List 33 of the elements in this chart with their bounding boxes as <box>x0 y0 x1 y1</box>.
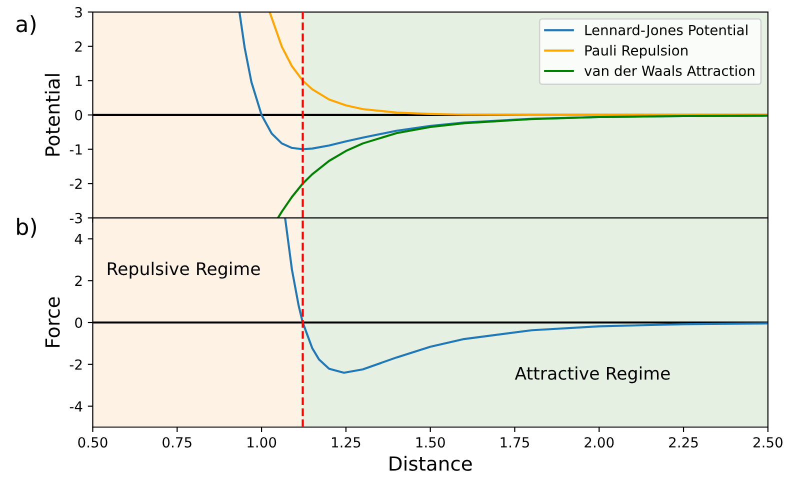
x-tick-label: 0.50 <box>78 437 108 448</box>
band-label: Attractive Regime <box>514 366 670 384</box>
y-tick-label: 2 <box>75 41 82 52</box>
y-tick-label: -4 <box>70 401 82 412</box>
legend-label: Pauli Repulsion <box>585 44 688 58</box>
x-tick-label: 1.25 <box>332 437 360 448</box>
y-tick-label: 1 <box>76 76 82 86</box>
y-tick-label: -1 <box>70 144 82 155</box>
x-tick-label: 2.50 <box>753 437 782 448</box>
x-tick-label: 1.75 <box>500 437 529 448</box>
text: a) <box>16 15 36 35</box>
x-tick-label: 2.25 <box>669 437 698 448</box>
line-series <box>277 114 768 218</box>
band-label: Repulsive Regime <box>108 262 260 279</box>
legend-label: Lennard-Jones Potential <box>585 24 748 38</box>
y-tick-label: 4 <box>74 234 82 244</box>
text: b) <box>17 218 36 238</box>
y-axis-title: Potential <box>44 74 60 156</box>
legend-label: van der Waals Attraction <box>584 65 754 76</box>
x-tick-label: 1.00 <box>248 437 276 448</box>
y-tick-label: -2 <box>70 178 82 189</box>
x-tick-label: 1.50 <box>416 437 445 448</box>
x-tick-label: 0.75 <box>162 437 192 448</box>
x-tick-label: 2.00 <box>584 437 614 448</box>
y-tick-label: 0 <box>75 110 82 120</box>
y-tick-label: 0 <box>75 317 82 328</box>
y-tick-label: 3 <box>75 6 82 18</box>
line-series <box>268 12 768 116</box>
y-tick-label: 2 <box>75 276 82 286</box>
x-axis-title: Distance <box>390 456 472 471</box>
y-tick-label: -2 <box>70 359 82 370</box>
y-tick-label: -3 <box>70 212 82 224</box>
y-axis-title: Force <box>45 297 60 347</box>
